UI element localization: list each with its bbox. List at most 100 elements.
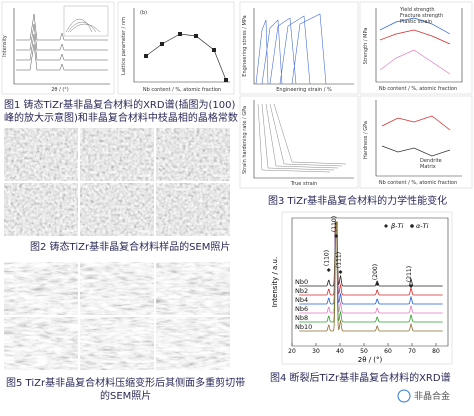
sem-image: [80, 317, 154, 370]
peak-label: (200): [372, 264, 379, 280]
shape: [212, 48, 216, 52]
fig3d-axes: [375, 100, 462, 177]
axis-label: Nb content / %, atomic fraction: [379, 180, 457, 186]
caption: 图3 TiZr基非晶复合材料的力学性能变化: [268, 194, 447, 207]
fig3d-line: [381, 115, 451, 131]
peak-marker: [338, 270, 343, 274]
x-tick-label: 60: [384, 348, 392, 355]
sem-image: [4, 317, 78, 370]
legend-entry: β-Ti: [391, 222, 403, 230]
fig3c-frame: [239, 95, 359, 189]
fig1a-inset: [63, 5, 109, 37]
series-label: Nb10: [295, 323, 312, 331]
peak-marker: [326, 268, 331, 272]
peak-label: (211): [406, 266, 413, 282]
peak-label: (111): [335, 252, 342, 268]
fig3b-line: [379, 49, 451, 75]
legend-entry: Dendrite: [420, 158, 442, 164]
series-label: Nb0: [295, 278, 308, 286]
caption: 的SEM照片: [100, 389, 151, 402]
axis-label: Nb content / %, atomic fraction: [379, 86, 457, 92]
fig1a-inset-curves: [65, 18, 101, 33]
fig3b-frame: [359, 1, 473, 95]
watermark: 非晶合金: [414, 390, 450, 402]
axis-label: Strain hardening rate / GPa: [242, 106, 248, 174]
sem-image: [80, 128, 154, 181]
fig4-frame: [281, 211, 453, 365]
caption: 图1 铸态TiZr基非晶复合材料的XRD谱(插图为(100): [4, 98, 235, 111]
fig3b-line: [379, 29, 451, 45]
fig3a-frame: [239, 1, 359, 95]
caption: 峰的放大示意图)和非晶复合材料中枝晶相的晶格常数: [4, 111, 238, 124]
fig3b-line: [379, 17, 451, 35]
legend-marker: [384, 224, 388, 228]
xrd-curve: [299, 221, 443, 305]
caption: 图4 断裂后TiZr基非晶复合材料的XRD谱: [270, 371, 451, 384]
shape: [178, 32, 182, 36]
axis-label: True strain: [290, 181, 317, 187]
shape: [224, 78, 228, 82]
legend-entry: Plastic strain: [400, 19, 432, 25]
peak-marker: [334, 234, 339, 238]
sem-image: [80, 183, 154, 236]
legend-marker: [410, 224, 414, 228]
fig2: [4, 128, 230, 236]
legend-entry: Fracture strength: [400, 13, 443, 19]
sem-image: [4, 262, 78, 315]
xrd-curve: [299, 221, 443, 332]
sem-image: [156, 262, 230, 315]
watermark-icon: [397, 389, 411, 403]
x-tick-label: 20: [288, 348, 296, 355]
shape: [160, 42, 164, 46]
axis-label: 2θ / (°): [51, 87, 69, 93]
fig3: Engineering stress / MPa Engineering str…: [239, 1, 473, 207]
x-tick-label: 80: [432, 348, 440, 355]
fig1b-line: [145, 33, 227, 81]
axis-label: Intensity / a.u.: [271, 257, 279, 307]
panel-label: (b): [140, 10, 147, 16]
fig1b-points: [144, 32, 228, 82]
axis-label: Strength / MPa: [363, 28, 369, 65]
axis-label: Engineering strain / %: [276, 87, 332, 93]
series-label: Nb2: [295, 287, 308, 295]
peak-marker: [409, 284, 414, 288]
x-tick-label: 30: [312, 348, 320, 355]
fig3a-axes: [253, 8, 354, 85]
peak-label: (110): [331, 216, 338, 232]
xrd-curve: [299, 221, 443, 314]
series-label: Nb4: [295, 296, 308, 304]
sem-image: [80, 262, 154, 315]
x-tick-label: 50: [360, 348, 368, 355]
shape: [144, 54, 148, 58]
legend-entry: Matrix: [420, 164, 436, 170]
caption: 图2 铸态TiZr基非晶复合材料样品的SEM照片: [30, 240, 230, 253]
peak-label: (110): [324, 250, 331, 266]
axis-label: Lattice parameter / nm: [121, 17, 127, 75]
sem-image: [156, 128, 230, 181]
fig3a-curves: [255, 13, 327, 85]
xrd-curve: [299, 221, 443, 296]
x-tick-label: 40: [336, 348, 344, 355]
axis-label: Intensity: [2, 35, 8, 57]
fig3c-curves: [257, 103, 347, 173]
sem-image: [156, 183, 230, 236]
peak-marker: [375, 282, 380, 286]
series-label: Nb6: [295, 305, 308, 313]
axis-label: Hardness / GPa: [363, 121, 369, 159]
fig1: Intensity 2θ / (°) (b) Lattice parameter…: [1, 1, 238, 124]
fig3c-axes: [253, 100, 354, 179]
fig3b-axes: [375, 8, 463, 83]
axis-label: Engineering stress / MPa: [242, 15, 248, 76]
sem-image: [4, 183, 78, 236]
x-tick-label: 70: [408, 348, 416, 355]
axis-label: 2θ / (°): [358, 356, 383, 364]
fig1b-axes: [133, 8, 230, 83]
xrd-curve: [299, 221, 443, 287]
axis-label: Nb content / %, atomic fraction: [143, 87, 221, 93]
fig5: [4, 262, 230, 370]
fig3d-frame: [359, 95, 473, 189]
legend-entry: α-Ti: [416, 222, 429, 230]
fig1a-axes: [13, 8, 110, 85]
fig1a-curves: [16, 13, 108, 71]
